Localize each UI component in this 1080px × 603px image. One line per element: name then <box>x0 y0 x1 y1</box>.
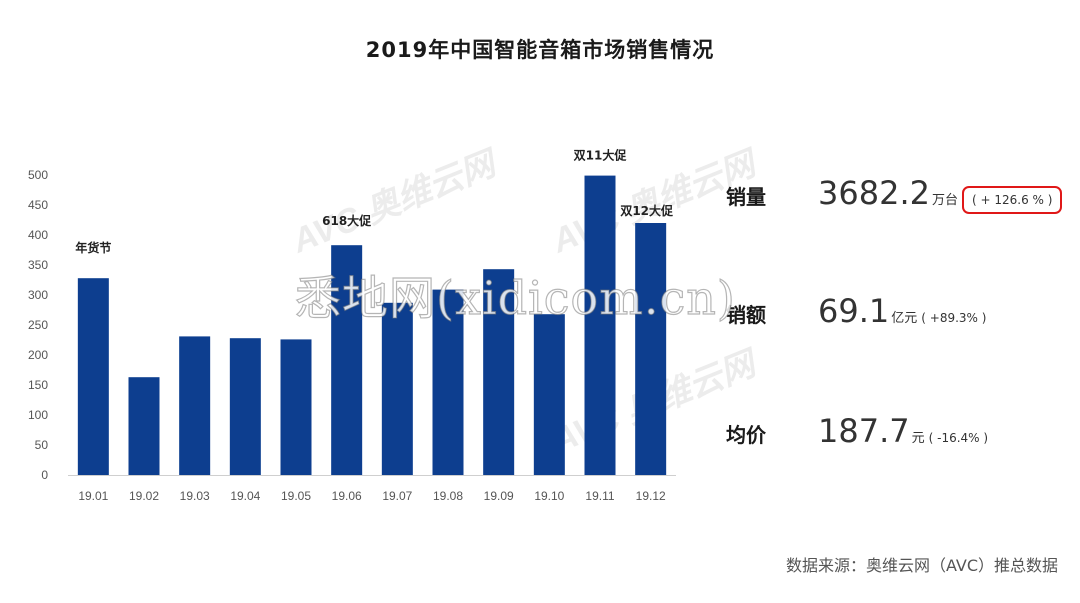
annotation-label: 618大促 <box>322 213 372 228</box>
bar-19.02 <box>128 377 160 475</box>
bar-19.09 <box>483 269 515 475</box>
bar-19.04 <box>229 338 261 475</box>
stat-volume-unit: 万台 <box>931 193 958 208</box>
bar-19.10 <box>533 314 565 475</box>
bar-19.06 <box>331 245 363 475</box>
stat-volume-label: 销量 <box>726 185 766 209</box>
stat-revenue-change: ( +89.3% ) <box>921 311 987 325</box>
stat-revenue: 销额 69.1 亿元 ( +89.3% ) <box>726 292 986 330</box>
bar-19.05 <box>280 339 312 475</box>
stat-revenue-label: 销额 <box>726 303 766 327</box>
x-tick-label: 19.07 <box>382 489 412 503</box>
bar-19.07 <box>381 302 413 475</box>
y-tick-label: 300 <box>28 288 48 302</box>
x-tick-label: 19.10 <box>534 489 564 503</box>
y-tick-label: 150 <box>28 378 48 392</box>
bars <box>77 175 667 475</box>
y-tick-label: 250 <box>28 318 48 332</box>
x-tick-label: 19.08 <box>433 489 463 503</box>
y-tick-label: 50 <box>35 438 49 452</box>
bar-19.03 <box>179 336 211 475</box>
y-axis: 0 50 100 150 200 250 300 350 400 450 500 <box>28 168 48 482</box>
y-tick-label: 0 <box>41 468 48 482</box>
x-axis: 19.01 19.02 19.03 19.04 19.05 19.06 19.07 19.08… <box>68 475 676 503</box>
stat-price-label: 均价 <box>726 423 766 447</box>
stat-volume: 销量 3682.2 万台 ( + 126.6 % ) <box>726 174 1063 214</box>
annotation-label: 年货节 <box>75 240 111 255</box>
bar-19.12 <box>635 223 667 475</box>
y-tick-label: 350 <box>28 258 48 272</box>
data-source-note: 数据来源：奥维云网（AVC）推总数据 <box>785 556 1058 575</box>
annotation-label: 双11大促 <box>574 148 628 163</box>
y-tick-label: 200 <box>28 348 48 362</box>
stat-volume-value: 3682.2 <box>818 174 930 212</box>
bar-19.11 <box>584 175 616 475</box>
stat-revenue-unit: 亿元 <box>891 311 918 326</box>
x-tick-label: 19.03 <box>180 489 210 503</box>
x-tick-label: 19.05 <box>281 489 311 503</box>
page-title: 2019年中国智能音箱市场销售情况 <box>365 38 715 62</box>
stat-volume-change: ( + 126.6 % ) <box>961 186 1063 214</box>
y-tick-label: 400 <box>28 228 48 242</box>
stat-price: 均价 187.7 元 ( -16.4% ) <box>726 412 988 450</box>
x-tick-label: 19.04 <box>230 489 260 503</box>
stat-price-value: 187.7 <box>818 412 910 450</box>
y-tick-label: 450 <box>28 198 48 212</box>
x-tick-label: 19.09 <box>484 489 514 503</box>
y-tick-label: 100 <box>28 408 48 422</box>
annotation-label: 双12大促 <box>620 203 674 218</box>
stat-revenue-value: 69.1 <box>818 292 890 330</box>
x-tick-label: 19.12 <box>636 489 666 503</box>
stat-price-change: ( -16.4% ) <box>928 431 989 445</box>
y-tick-label: 500 <box>28 168 48 182</box>
bar-19.08 <box>432 289 464 475</box>
x-tick-label: 19.02 <box>129 489 159 503</box>
stat-price-unit: 元 <box>911 431 925 446</box>
x-tick-label: 19.11 <box>585 489 614 503</box>
x-tick-label: 19.06 <box>332 489 362 503</box>
bar-19.01 <box>77 278 109 475</box>
x-tick-label: 19.01 <box>78 489 108 503</box>
